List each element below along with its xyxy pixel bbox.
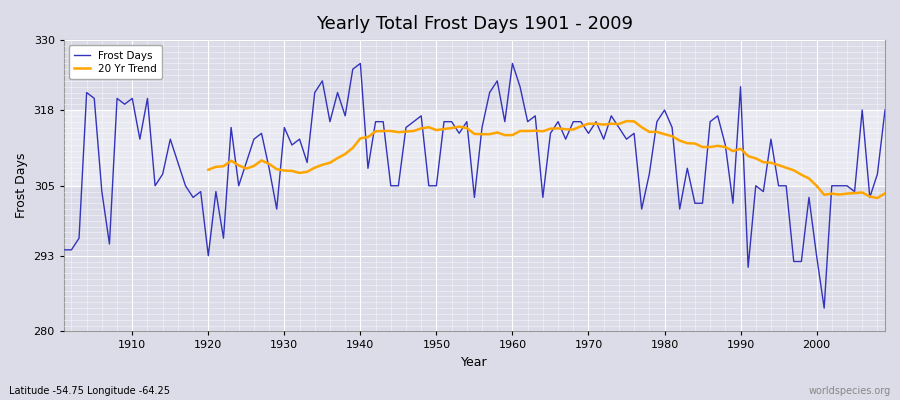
X-axis label: Year: Year — [461, 356, 488, 369]
Line: 20 Yr Trend: 20 Yr Trend — [208, 121, 885, 198]
Frost Days — [58, 248, 69, 252]
Frost Days — [879, 108, 890, 112]
20 Yr Trend — [872, 196, 883, 200]
Y-axis label: Frost Days: Frost Days — [15, 153, 28, 218]
20 Yr Trend — [202, 167, 213, 172]
Frost Days — [286, 142, 297, 147]
20 Yr Trend — [773, 163, 784, 168]
Frost Days — [819, 306, 830, 310]
Frost Days — [507, 61, 517, 66]
20 Yr Trend — [879, 191, 890, 196]
Frost Days — [120, 102, 130, 106]
Frost Days — [332, 90, 343, 95]
Title: Yearly Total Frost Days 1901 - 2009: Yearly Total Frost Days 1901 - 2009 — [316, 15, 633, 33]
Frost Days — [606, 114, 616, 118]
Bar — [64, 110, 885, 186]
20 Yr Trend — [857, 190, 868, 195]
20 Yr Trend — [294, 170, 305, 175]
Line: Frost Days: Frost Days — [64, 64, 885, 308]
20 Yr Trend — [409, 128, 419, 133]
20 Yr Trend — [788, 168, 799, 173]
Text: Latitude -54.75 Longitude -64.25: Latitude -54.75 Longitude -64.25 — [9, 386, 170, 396]
Legend: Frost Days, 20 Yr Trend: Frost Days, 20 Yr Trend — [69, 45, 162, 79]
20 Yr Trend — [621, 119, 632, 124]
20 Yr Trend — [682, 141, 693, 146]
Text: worldspecies.org: worldspecies.org — [809, 386, 891, 396]
Frost Days — [515, 84, 526, 89]
Frost Days — [355, 61, 365, 66]
